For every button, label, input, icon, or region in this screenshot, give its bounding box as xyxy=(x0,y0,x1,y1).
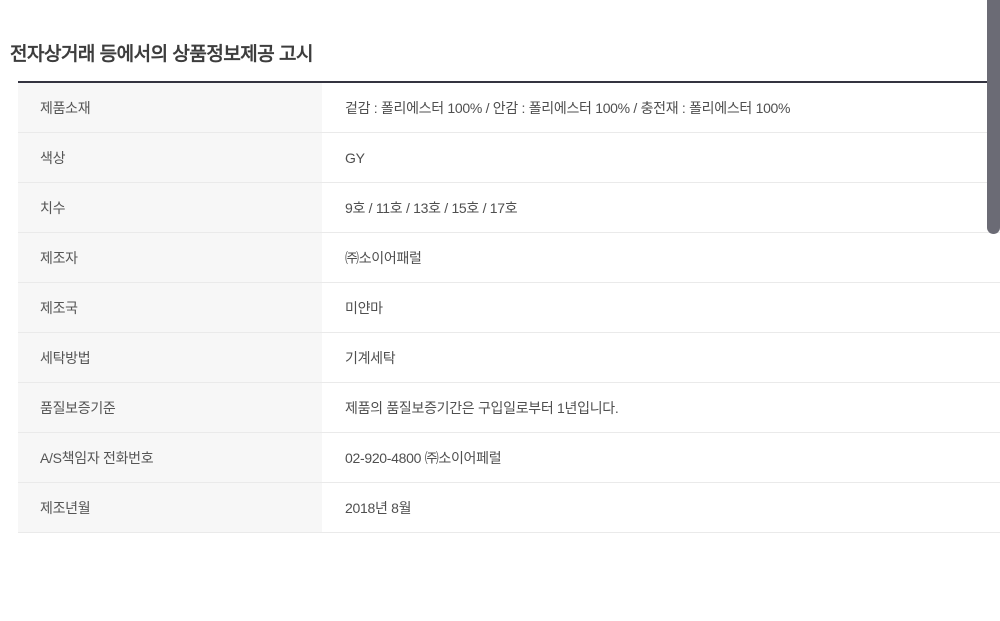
table-row: A/S책임자 전화번호 02-920-4800 ㈜소이어페럴 xyxy=(18,433,1000,483)
row-label: 제품소재 xyxy=(18,83,322,132)
row-label: 제조자 xyxy=(18,233,322,282)
row-value: GY xyxy=(345,149,365,166)
row-label: 제조국 xyxy=(18,283,322,332)
row-value: 9호 / 11호 / 13호 / 15호 / 17호 xyxy=(345,199,518,216)
row-label: 품질보증기준 xyxy=(18,383,322,432)
row-value: 기계세탁 xyxy=(345,349,396,366)
table-row: 제품소재 겉감 : 폴리에스터 100% / 안감 : 폴리에스터 100% /… xyxy=(18,83,1000,133)
table-row: 치수 9호 / 11호 / 13호 / 15호 / 17호 xyxy=(18,183,1000,233)
row-value: 미얀마 xyxy=(345,299,383,316)
table-row: 제조국 미얀마 xyxy=(18,283,1000,333)
table-row: 색상 GY xyxy=(18,133,1000,183)
row-value: 겉감 : 폴리에스터 100% / 안감 : 폴리에스터 100% / 충전재 … xyxy=(345,99,791,116)
row-label: 색상 xyxy=(18,133,322,182)
table-row: 제조자 ㈜소이어패럴 xyxy=(18,233,1000,283)
row-label: 제조년월 xyxy=(18,483,322,532)
row-value: 2018년 8월 xyxy=(345,499,412,516)
page-title: 전자상거래 등에서의 상품정보제공 고시 xyxy=(10,44,314,65)
product-info-table: 제품소재 겉감 : 폴리에스터 100% / 안감 : 폴리에스터 100% /… xyxy=(18,81,1000,533)
row-label: 세탁방법 xyxy=(18,333,322,382)
row-value: ㈜소이어패럴 xyxy=(345,249,422,266)
scrollbar-thumb[interactable] xyxy=(987,0,1000,234)
table-row: 세탁방법 기계세탁 xyxy=(18,333,1000,383)
table-row: 제조년월 2018년 8월 xyxy=(18,483,1000,533)
row-label: 치수 xyxy=(18,183,322,232)
row-value: 제품의 품질보증기간은 구입일로부터 1년입니다. xyxy=(345,399,619,416)
table-row: 품질보증기준 제품의 품질보증기간은 구입일로부터 1년입니다. xyxy=(18,383,1000,433)
row-value: 02-920-4800 ㈜소이어페럴 xyxy=(345,449,502,466)
row-label: A/S책임자 전화번호 xyxy=(18,433,322,482)
